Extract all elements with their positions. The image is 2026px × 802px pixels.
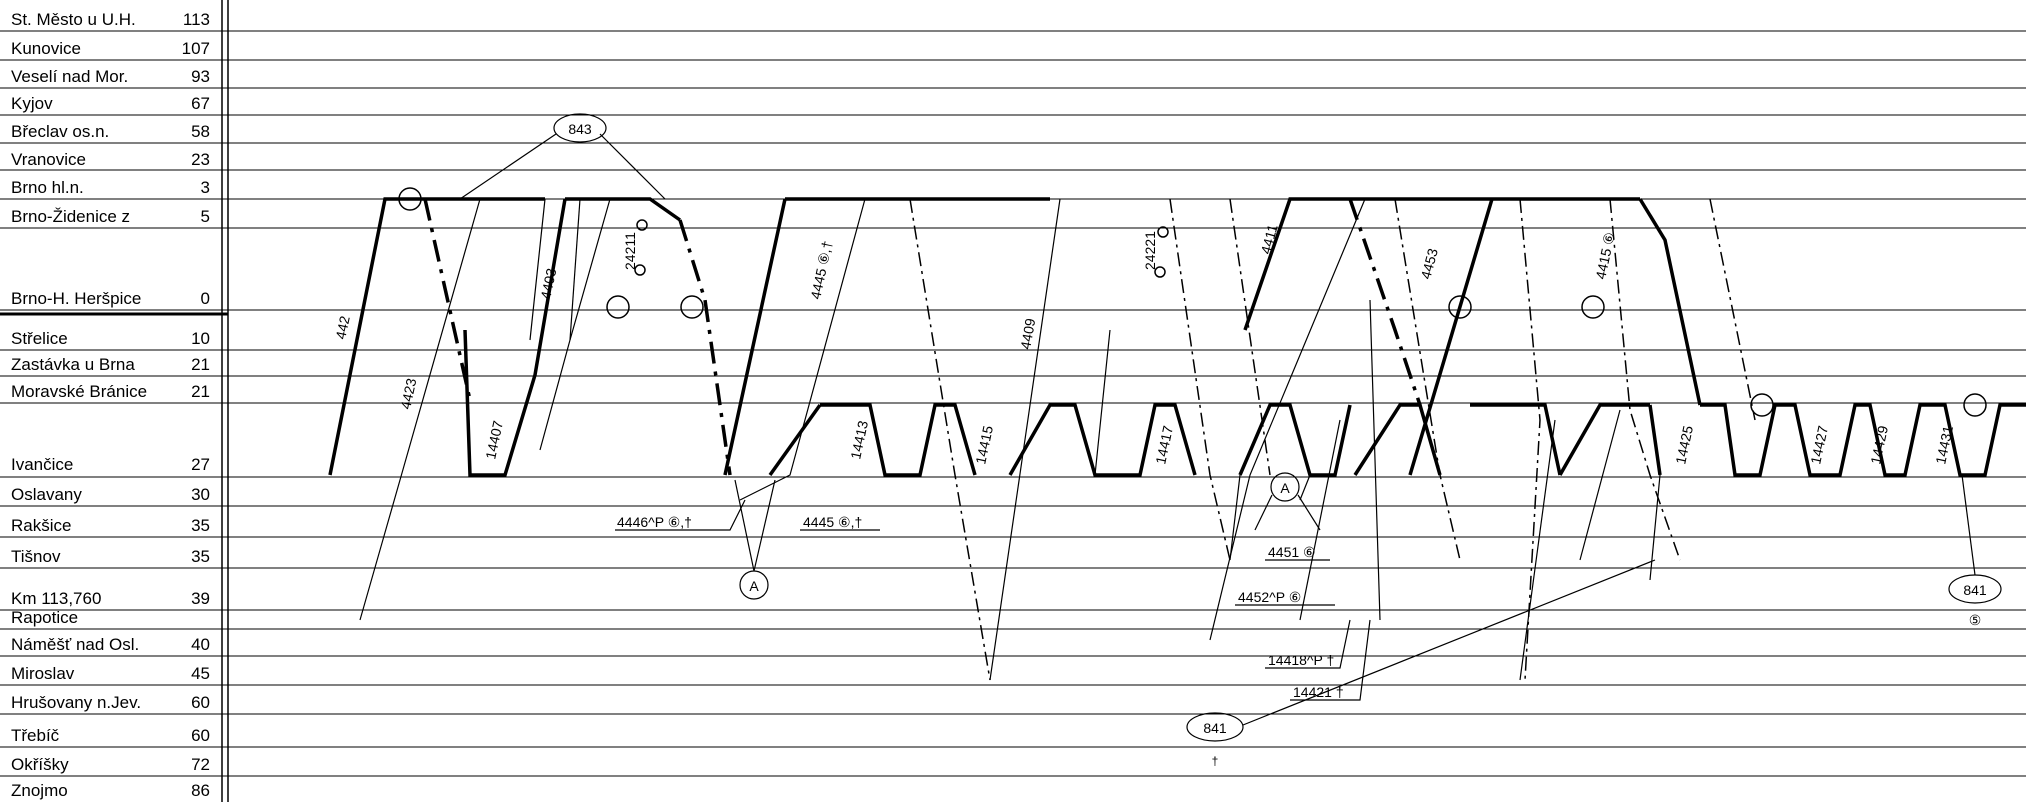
box-label-4445: 4445 ⑥,† bbox=[803, 514, 862, 530]
box-label-4446: 4446^P ⑥,† bbox=[617, 514, 692, 530]
train-label-24211: 24211 bbox=[622, 232, 638, 270]
train-label-4409: 4409 bbox=[1017, 317, 1038, 351]
train-label-4411: 4411 bbox=[1257, 222, 1280, 255]
station-name: Oslavany bbox=[11, 485, 82, 504]
train-label-442: 442 bbox=[332, 314, 353, 340]
callout-841-right: 841 bbox=[1963, 582, 1987, 598]
station-name: Brno hl.n. bbox=[11, 178, 84, 197]
station-name: Miroslav bbox=[11, 664, 75, 683]
station-name: Hrušovany n.Jev. bbox=[11, 693, 141, 712]
station-name: Km 113,760 bbox=[11, 589, 101, 608]
station-name: Brno-H. Heršpice bbox=[11, 289, 141, 308]
station-km: 107 bbox=[182, 39, 210, 58]
station-km: 0 bbox=[201, 289, 210, 308]
callout-a-left: A bbox=[749, 578, 759, 594]
train-label-14427: 14427 bbox=[1807, 424, 1831, 466]
station-name: Rapotice bbox=[11, 608, 78, 627]
train-label-4403: 4403 bbox=[537, 267, 559, 301]
station-km: 30 bbox=[191, 485, 210, 504]
train-label-14413: 14413 bbox=[847, 419, 871, 461]
station-name: Zastávka u Brna bbox=[11, 355, 135, 374]
station-km: 60 bbox=[191, 693, 210, 712]
station-name: Kunovice bbox=[11, 39, 81, 58]
station-km: 67 bbox=[191, 94, 210, 113]
five-note: ⑤ bbox=[1969, 612, 1982, 628]
station-km: 72 bbox=[191, 755, 210, 774]
station-name: Znojmo bbox=[11, 781, 68, 800]
station-km: 39 bbox=[191, 589, 210, 608]
station-km: 21 bbox=[191, 355, 210, 374]
train-label-14417: 14417 bbox=[1152, 424, 1176, 466]
station-name: Náměšť nad Osl. bbox=[11, 635, 139, 654]
box-label-14421: 14421 † bbox=[1293, 684, 1344, 700]
train-path-14407 bbox=[463, 198, 567, 477]
callout-841-bottom: 841 bbox=[1203, 720, 1227, 736]
station-km: 23 bbox=[191, 150, 210, 169]
box-label-14418: 14418^P † bbox=[1268, 652, 1334, 668]
station-km: 93 bbox=[191, 67, 210, 86]
callout-843: 843 bbox=[568, 121, 592, 137]
station-km: 35 bbox=[191, 516, 210, 535]
station-km: 27 bbox=[191, 455, 210, 474]
station-name: Břeclav os.n. bbox=[11, 122, 109, 141]
station-name: Brno-Židenice z bbox=[11, 207, 130, 226]
station-km: 45 bbox=[191, 664, 210, 683]
station-km: 113 bbox=[183, 10, 210, 29]
station-km: 40 bbox=[191, 635, 210, 654]
station-name: Ivančice bbox=[11, 455, 73, 474]
station-name: Veselí nad Mor. bbox=[11, 67, 128, 86]
dagger-note: † bbox=[1212, 754, 1219, 768]
station-name: Rakšice bbox=[11, 516, 71, 535]
train-label-14415: 14415 bbox=[972, 424, 996, 466]
station-name: Vranovice bbox=[11, 150, 86, 169]
station-name: St. Město u U.H. bbox=[11, 10, 136, 29]
train-label-14429: 14429 bbox=[1867, 424, 1891, 466]
station-km: 10 bbox=[191, 329, 210, 348]
station-name: Kyjov bbox=[11, 94, 53, 113]
station-km: 5 bbox=[201, 207, 210, 226]
station-name: Střelice bbox=[11, 329, 68, 348]
train-label-24221: 24221 bbox=[1142, 231, 1158, 270]
train-label-14431: 14431 bbox=[1932, 424, 1956, 466]
train-label-4453: 4453 bbox=[1417, 246, 1441, 280]
station-km: 35 bbox=[191, 547, 210, 566]
station-name: Tišnov bbox=[11, 547, 61, 566]
box-label-4452: 4452^P ⑥ bbox=[1238, 589, 1301, 605]
station-name: Okříšky bbox=[11, 755, 69, 774]
station-km: 86 bbox=[191, 781, 210, 800]
station-name: Moravské Bránice bbox=[11, 382, 147, 401]
train-label-4445: 4445 ⑥,† bbox=[807, 239, 835, 300]
train-path-442 bbox=[328, 197, 450, 476]
station-km: 21 bbox=[191, 382, 210, 401]
train-label-14425: 14425 bbox=[1672, 424, 1696, 466]
train-label-4415: 4415 ⑥ bbox=[1592, 231, 1618, 281]
box-label-4451: 4451 ⑥ bbox=[1268, 544, 1316, 560]
station-km: 58 bbox=[191, 122, 210, 141]
callout-a-mid: A bbox=[1280, 480, 1290, 496]
train-label-4423: 4423 bbox=[397, 377, 419, 411]
station-km: 3 bbox=[201, 178, 210, 197]
train-label-14407: 14407 bbox=[482, 419, 506, 461]
station-name: Třebíč bbox=[11, 726, 60, 745]
station-km: 60 bbox=[191, 726, 210, 745]
